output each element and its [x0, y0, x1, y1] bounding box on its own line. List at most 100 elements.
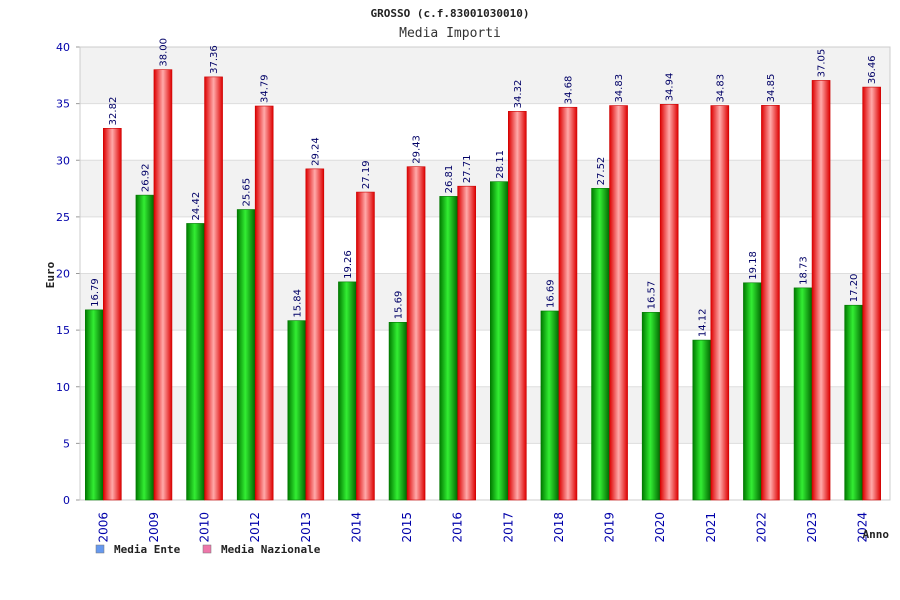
bar-media-nazionale-2022 [761, 105, 780, 501]
x-tick-label: 2020 [653, 512, 667, 543]
x-axis-ticks: 2006 2009 2010 2012 2013 2014 2015 2016 2017 2018… [96, 512, 869, 543]
bar-media-ente-2024 [844, 304, 863, 501]
bars [85, 69, 881, 501]
data-label-media-nazionale-2014: 27.19 [361, 160, 372, 189]
bar-media-nazionale-2024 [862, 86, 881, 501]
data-label-media-nazionale-2012: 34.79 [260, 74, 271, 103]
data-label-media-ente-2024: 17.20 [849, 274, 860, 303]
x-tick-label: 2012 [248, 512, 262, 543]
data-label-media-ente-2022: 19.18 [748, 251, 759, 280]
bar-media-ente-2015 [388, 322, 408, 501]
bar-media-ente-2017 [490, 181, 509, 501]
data-label-media-nazionale-2015: 29.43 [412, 135, 423, 164]
y-tick-label: 40 [56, 41, 70, 54]
y-tick-label: 0 [63, 494, 70, 507]
data-label-media-nazionale-2020: 34.94 [665, 73, 676, 102]
x-tick-label: 2017 [501, 512, 515, 543]
data-label-media-ente-2017: 28.11 [495, 150, 506, 179]
data-label-media-nazionale-2018: 34.68 [563, 76, 574, 105]
bar-media-ente-2022 [743, 282, 762, 501]
data-label-media-ente-2015: 15.69 [394, 291, 405, 320]
data-label-media-ente-2018: 16.69 [545, 279, 556, 308]
x-tick-label: 2009 [147, 512, 161, 543]
bar-media-nazionale-2013 [305, 168, 325, 501]
x-tick-label: 2006 [96, 512, 110, 543]
bar-media-nazionale-2019 [609, 105, 628, 501]
y-tick-label: 20 [56, 268, 70, 281]
data-label-media-ente-2016: 26.81 [444, 165, 455, 194]
bar-media-ente-2006 [85, 309, 104, 501]
bar-media-nazionale-2012 [254, 105, 274, 501]
x-tick-label: 2016 [451, 512, 465, 543]
data-label-media-nazionale-2013: 29.24 [310, 137, 321, 166]
x-tick-label: 2021 [704, 512, 718, 543]
x-tick-label: 2019 [603, 512, 617, 543]
legend: Media Ente Media Nazionale [95, 543, 321, 556]
bar-media-nazionale-2023 [811, 80, 831, 501]
x-tick-label: 2022 [754, 512, 768, 543]
bar-media-nazionale-2017 [508, 111, 527, 501]
x-tick-label: 2023 [805, 512, 819, 543]
data-label-media-nazionale-2009: 38.00 [158, 38, 169, 67]
data-label-media-ente-2006: 16.79 [90, 278, 101, 307]
bar-media-nazionale-2018 [558, 106, 578, 501]
bar-media-ente-2016 [439, 196, 458, 501]
data-label-media-ente-2019: 27.52 [596, 157, 607, 186]
y-tick-label: 15 [56, 324, 70, 337]
data-label-media-nazionale-2021: 34.83 [715, 74, 726, 103]
y-tick-label: 35 [56, 98, 70, 111]
data-label-media-ente-2009: 26.92 [140, 163, 151, 192]
bar-media-nazionale-2020 [659, 104, 679, 501]
x-tick-label: 2010 [198, 512, 212, 543]
data-label-media-nazionale-2016: 27.71 [462, 155, 473, 184]
data-label-media-ente-2014: 19.26 [343, 250, 354, 279]
legend-label-media-ente: Media Ente [114, 543, 181, 556]
data-label-media-ente-2020: 16.57 [647, 281, 658, 310]
chart-title: GROSSO (c.f.83001030010) [371, 7, 530, 20]
y-tick-label: 5 [63, 437, 70, 450]
legend-swatch-media-nazionale [202, 544, 212, 554]
bar-media-nazionale-2010 [204, 76, 223, 501]
legend-swatch-media-ente [95, 544, 105, 554]
data-label-media-nazionale-2019: 34.83 [614, 74, 625, 103]
bar-media-ente-2009 [135, 194, 155, 501]
data-label-media-ente-2021: 14.12 [697, 308, 708, 337]
bar-media-ente-2014 [338, 281, 357, 501]
bar-media-ente-2021 [692, 339, 712, 501]
data-label-media-nazionale-2022: 34.85 [766, 74, 777, 103]
data-label-media-ente-2013: 15.84 [292, 289, 303, 318]
data-label-media-nazionale-2010: 37.36 [209, 45, 220, 74]
bar-media-ente-2010 [186, 223, 205, 501]
x-tick-label: 2014 [349, 512, 363, 543]
data-label-media-ente-2012: 25.65 [242, 178, 253, 207]
bar-media-ente-2012 [236, 209, 256, 501]
bar-media-ente-2023 [793, 287, 813, 501]
x-tick-label: 2013 [299, 512, 313, 543]
x-axis-label: Anno [863, 528, 890, 541]
y-axis-label: Euro [44, 261, 57, 288]
x-tick-label: 2018 [552, 512, 566, 543]
data-label-media-ente-2010: 24.42 [191, 192, 202, 221]
chart-subtitle: Media Importi [399, 26, 501, 41]
legend-label-media-nazionale: Media Nazionale [221, 543, 321, 556]
bar-media-nazionale-2015 [406, 166, 426, 501]
plot-frame [79, 46, 891, 501]
x-tick-label: 2015 [400, 512, 414, 543]
data-label-media-nazionale-2017: 34.32 [513, 80, 524, 109]
data-label-media-ente-2023: 18.73 [799, 256, 810, 285]
bar-media-nazionale-2009 [153, 69, 173, 501]
y-axis-ticks: 0 5 10 15 20 25 30 35 40 [56, 41, 70, 507]
data-labels: 16.79 32.82 26.92 38.00 24.42 37.36 25.65 34.79… [90, 38, 878, 337]
data-label-media-nazionale-2006: 32.82 [108, 97, 119, 126]
y-tick-label: 30 [56, 154, 70, 167]
bar-media-nazionale-2006 [103, 128, 122, 501]
data-label-media-nazionale-2024: 36.46 [867, 55, 878, 84]
data-label-media-nazionale-2023: 37.05 [817, 49, 828, 78]
y-tick-label: 25 [56, 211, 70, 224]
bar-media-ente-2018 [540, 310, 560, 501]
y-tick-label: 10 [56, 381, 70, 394]
bar-media-ente-2019 [591, 188, 610, 501]
bar-media-nazionale-2014 [356, 191, 375, 501]
bar-media-ente-2013 [287, 320, 307, 501]
